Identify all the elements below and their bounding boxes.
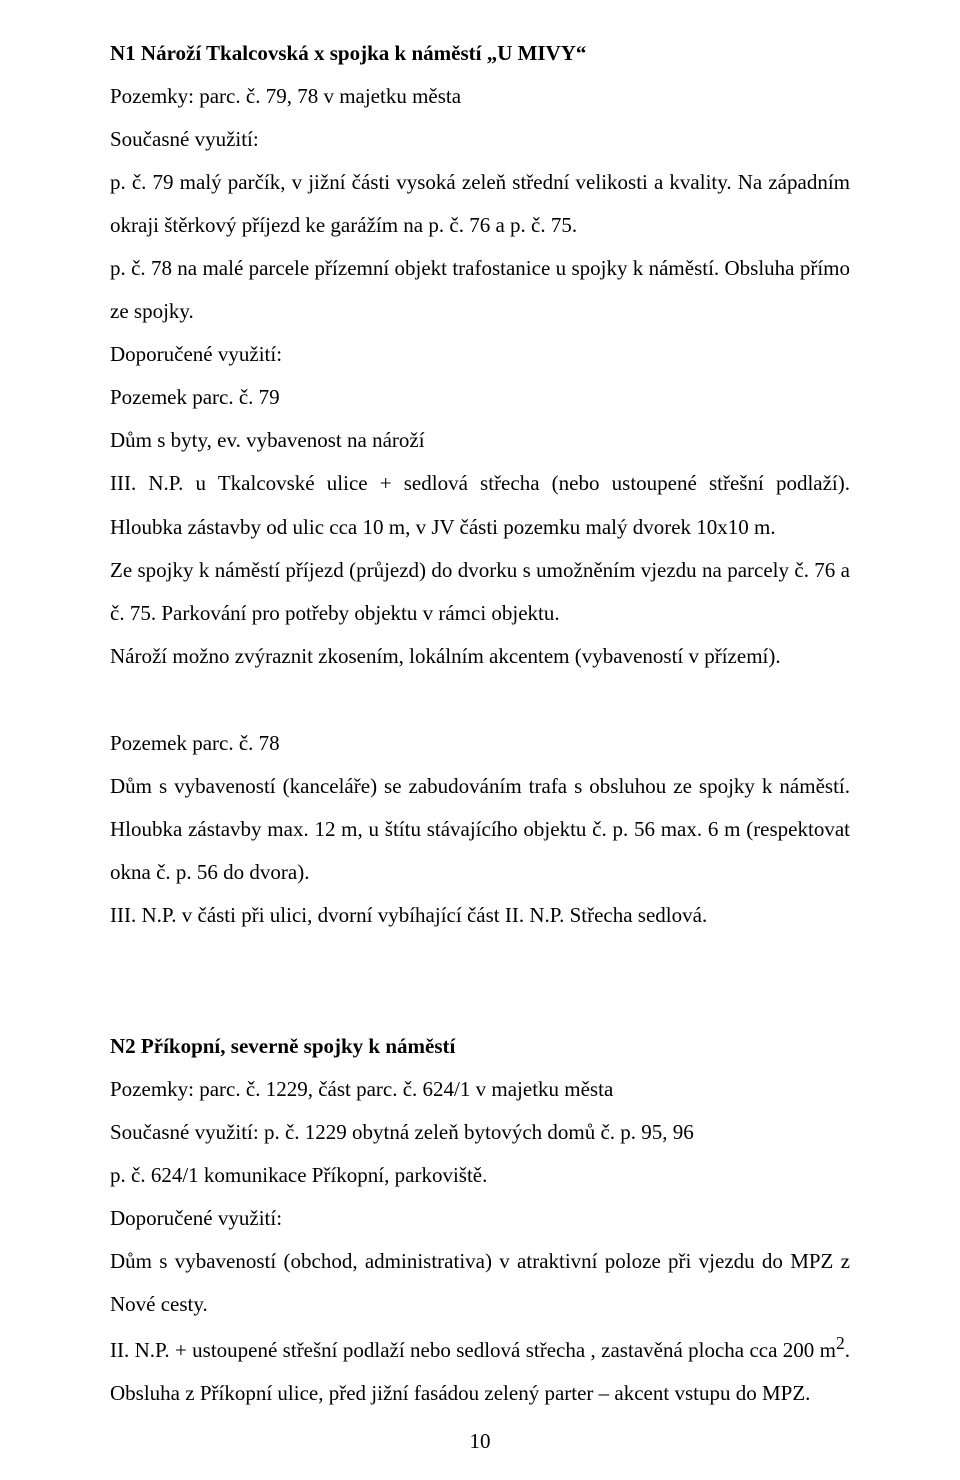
body-text: Pozemek parc. č. 79 [110,376,850,419]
body-text: p. č. 79 malý parčík, v jižní části vyso… [110,161,850,247]
body-text: Doporučené využití: [110,333,850,376]
body-text: Ze spojky k náměstí příjezd (průjezd) do… [110,549,850,635]
body-text-fragment: II. N.P. + ustoupené střešní podlaží neb… [110,1338,836,1362]
body-text: Doporučené využití: [110,1197,850,1240]
body-text: Současné využití: p. č. 1229 obytná zele… [110,1111,850,1154]
body-text: Pozemky: parc. č. 79, 78 v majetku města [110,75,850,118]
section-heading-n2: N2 Příkopní, severně spojky k náměstí [110,1025,850,1068]
body-text: II. N.P. + ustoupené střešní podlaží neb… [110,1326,850,1415]
body-text: Pozemky: parc. č. 1229, část parc. č. 62… [110,1068,850,1111]
superscript: 2 [836,1333,845,1353]
body-text: p. č. 78 na malé parcele přízemní objekt… [110,247,850,333]
body-text: Současné využití: [110,118,850,161]
body-text: Dům s byty, ev. vybavenost na nároží [110,419,850,462]
body-text: Nároží možno zvýraznit zkosením, lokální… [110,635,850,678]
document-page: N1 Nároží Tkalcovská x spojka k náměstí … [0,0,960,1480]
spacer [110,937,850,1025]
body-text: III. N.P. u Tkalcovské ulice + sedlová s… [110,462,850,548]
body-text: Dům s vybaveností (obchod, administrativ… [110,1240,850,1326]
spacer [110,678,850,722]
body-text: Dům s vybaveností (kanceláře) se zabudov… [110,765,850,894]
section-heading-n1: N1 Nároží Tkalcovská x spojka k náměstí … [110,32,850,75]
page-number: 10 [0,1429,960,1454]
body-text: Pozemek parc. č. 78 [110,722,850,765]
body-text: III. N.P. v části při ulici, dvorní vybí… [110,894,850,937]
body-text: p. č. 624/1 komunikace Příkopní, parkovi… [110,1154,850,1197]
